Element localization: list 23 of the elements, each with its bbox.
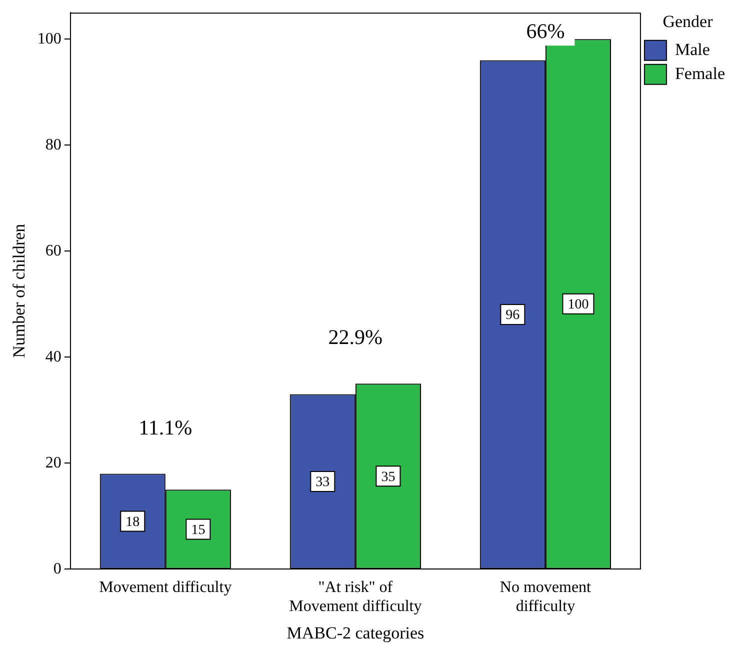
data-label: 15 <box>191 522 206 538</box>
legend-label: Male <box>674 40 710 59</box>
y-tick-label: 100 <box>37 30 62 48</box>
annotation: 66% <box>526 19 565 44</box>
y-tick-label: 60 <box>45 242 62 260</box>
data-label: 100 <box>568 298 589 313</box>
data-label: 96 <box>506 308 520 324</box>
data-label: 18 <box>126 514 140 530</box>
legend-title: Gender <box>662 12 714 31</box>
x-tick-label: No movement difficulty <box>500 579 592 616</box>
y-tick-label: 0 <box>53 560 62 578</box>
y-tick-label: 20 <box>45 454 62 472</box>
y-tick-label: 40 <box>45 348 62 366</box>
x-tick-label: "At risk" of Movement difficulty <box>289 579 422 616</box>
annotation: 22.9% <box>328 325 383 350</box>
x-axis-title: MABC-2 categories <box>286 623 424 642</box>
y-axis-title: Number of children <box>10 223 29 358</box>
annotation: 11.1% <box>138 415 192 440</box>
x-tick-label: Movement difficulty <box>99 579 232 596</box>
y-tick-label: 80 <box>45 136 62 154</box>
data-label: 35 <box>381 470 396 485</box>
data-label: 33 <box>316 475 330 490</box>
legend-label: Female <box>674 64 726 83</box>
